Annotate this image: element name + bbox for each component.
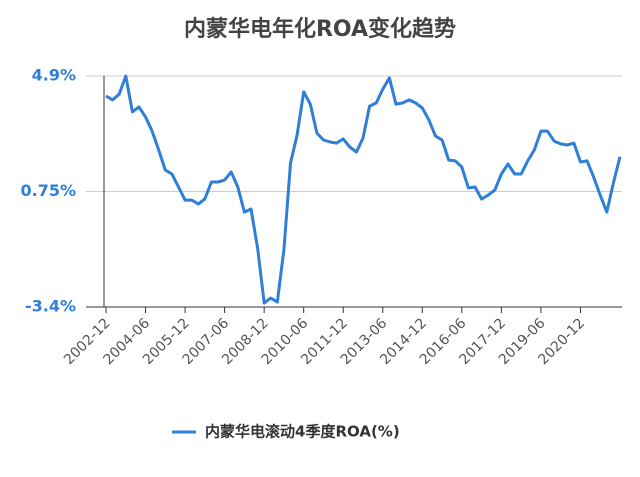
y-tick-label: 0.75% <box>20 181 76 200</box>
legend-label: 内蒙华电滚动4季度ROA(%) <box>205 423 400 441</box>
y-tick-label: 4.9% <box>32 66 76 85</box>
y-tick-label: -3.4% <box>25 297 76 316</box>
data-line <box>105 74 622 305</box>
chart-title: 内蒙华电年化ROA变化趋势 <box>184 16 456 42</box>
